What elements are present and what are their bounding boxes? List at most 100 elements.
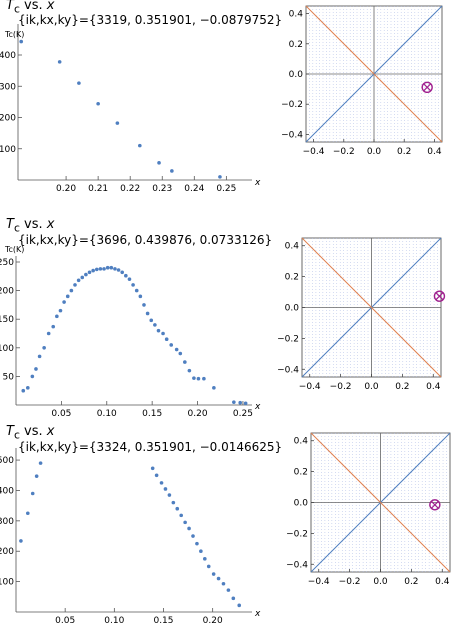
chart-5: −0.4 −0.2 0.0 0.2 0.4 −0.4 −0.2 0.0 0.2 0.4 [277, 237, 446, 392]
data-point [169, 343, 174, 347]
x-tick-label: 0.25 [233, 409, 253, 419]
y-tick-label: −0.4 [286, 560, 308, 570]
data-point [19, 39, 24, 44]
data-point [170, 169, 174, 173]
data-point [46, 331, 51, 336]
data-point [218, 175, 222, 179]
data-point [87, 270, 92, 275]
data-point [161, 331, 165, 336]
data-point [157, 161, 161, 165]
data-point [77, 81, 81, 85]
y-tick-label: 250 [0, 258, 14, 268]
data-point [183, 520, 187, 525]
x-tick-label: 0.20 [56, 184, 76, 194]
marker-circle [433, 290, 446, 302]
data-point [226, 588, 231, 592]
y-tick-label: 0.2 [294, 468, 308, 478]
data-point [116, 268, 121, 272]
panel-1-title-var: T [6, 0, 14, 13]
chart-1: 0.20 0.21 0.22 0.23 0.24 0.25 100 200 300 400 Tc(K… [0, 24, 261, 194]
x-tick-label: 0.0 [364, 382, 379, 392]
data-point [183, 360, 187, 364]
y-tick-label: 400 [0, 51, 16, 61]
data-point [26, 511, 30, 516]
y-axis-label: Tc(K) [4, 245, 24, 254]
data-point [171, 500, 176, 505]
data-point [57, 60, 62, 64]
data-point [221, 581, 226, 586]
x-tick-label: 0.0 [373, 577, 388, 587]
y-tick-label: 200 [0, 287, 14, 297]
x-axis-label: x [254, 609, 261, 619]
x-tick-label: 0.05 [51, 409, 71, 419]
data-point [109, 265, 114, 270]
data-point [195, 541, 199, 546]
panel-3-title-sub: c [13, 428, 20, 442]
data-point [179, 513, 183, 518]
series-line-2 [310, 432, 451, 573]
x-tick-label: 0.15 [142, 409, 162, 419]
data-point [154, 473, 159, 478]
data-point [26, 386, 30, 390]
data-point [149, 318, 154, 323]
y-tick-label: 0.0 [289, 70, 304, 80]
y-tick-label: 0.2 [289, 40, 303, 50]
data-point [206, 564, 211, 569]
data-point [34, 367, 38, 371]
y-tick-label: 0.2 [285, 273, 299, 283]
data-point [55, 314, 59, 319]
x-tick-label: 0.05 [55, 616, 75, 623]
x-tick-label: 0.25 [216, 184, 236, 194]
data-point [202, 376, 206, 381]
data-point [38, 461, 43, 465]
data-point [58, 308, 63, 313]
x-tick-label: −0.4 [308, 577, 330, 587]
chart-3: 0.05 0.10 0.15 0.20 100 200 300 400 500 x [0, 448, 261, 623]
y-tick-label: −0.2 [281, 100, 303, 110]
y-tick-label: 100 [0, 578, 14, 588]
y-tick-label: −0.4 [281, 130, 303, 140]
x-tick-label: 0.2 [404, 577, 418, 587]
panel-2-title-rest: vs. [19, 217, 47, 232]
data-point [216, 576, 221, 581]
marker-circle [421, 81, 433, 93]
k-point-marker [429, 499, 441, 511]
k-point-marker [433, 290, 446, 302]
x-axis-label: x [254, 402, 261, 412]
data-point [73, 283, 77, 287]
x-tick-label: −0.2 [339, 577, 361, 587]
chart-2: 0.05 0.10 0.15 0.20 0.25 50 100 150 200 250 Tc(K) x [0, 245, 261, 419]
marker-cross-b [430, 500, 439, 509]
data-point [243, 401, 248, 406]
data-point [113, 267, 117, 271]
x-tick-label: 0.10 [104, 616, 124, 623]
data-point [187, 526, 191, 531]
x-tick-label: 0.24 [184, 184, 204, 194]
y-tick-label: 150 [0, 315, 14, 325]
data-point [37, 354, 42, 359]
data-point [212, 386, 216, 390]
y-tick-label: 0.4 [294, 437, 309, 447]
chart-6: −0.4 −0.2 0.0 0.2 0.4 −0.4 −0.2 0.0 0.2 0.4 [286, 432, 451, 587]
data-point [124, 273, 128, 278]
panel-3-title-x: x [46, 424, 55, 439]
y-tick-label: 100 [0, 344, 14, 354]
data-point [174, 347, 179, 352]
panel-3-info: {ik,kx,ky}={3324, 0.351901, −0.0146625} [18, 440, 283, 454]
panel-2-title-var: T [6, 217, 14, 232]
x-tick-label: 0.4 [426, 382, 441, 392]
data-point [199, 549, 203, 554]
data-point [34, 474, 39, 478]
data-point [134, 288, 139, 293]
data-point [127, 277, 132, 281]
panel-1-title-rest: vs. [19, 0, 47, 13]
panel-1-info: {ik,kx,ky}={3319, 0.351901, −0.0879752} [18, 13, 283, 27]
data-point [192, 376, 196, 380]
data-point [21, 388, 26, 393]
data-point [131, 283, 135, 287]
data-point [232, 400, 236, 404]
x-tick-label: 0.2 [397, 147, 411, 157]
y-axis-label: Tc(K) [4, 30, 24, 39]
data-point [102, 267, 106, 271]
